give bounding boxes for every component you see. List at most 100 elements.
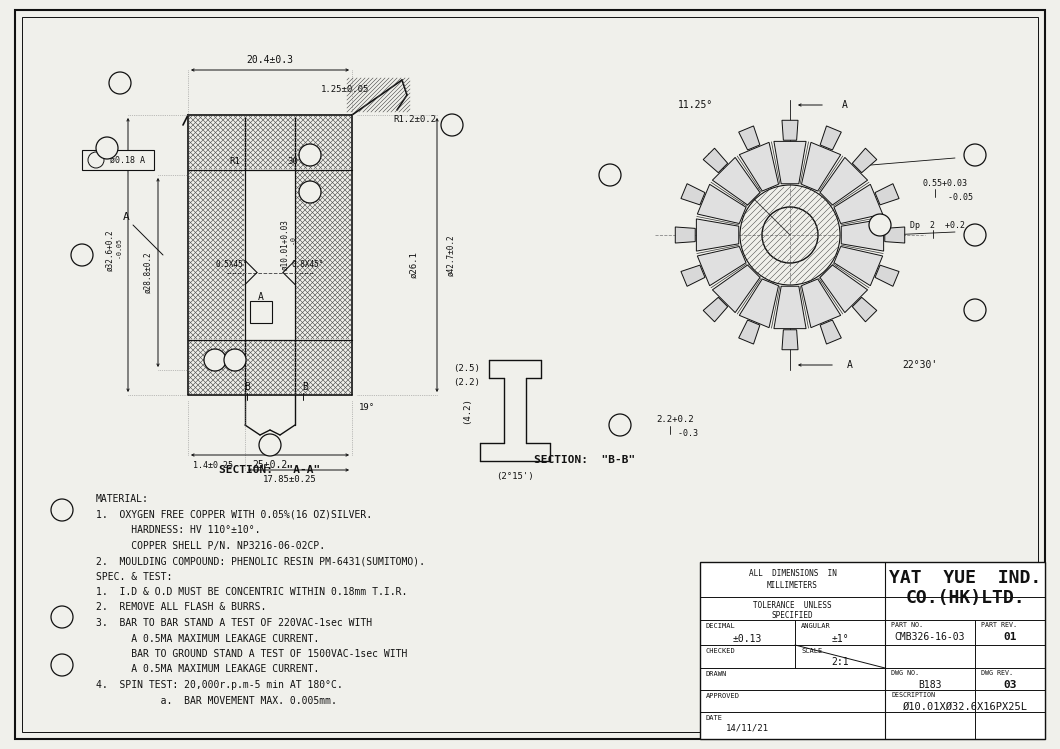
Text: 18: 18: [56, 660, 68, 670]
Text: DWG NO.: DWG NO.: [891, 670, 919, 676]
Polygon shape: [697, 246, 746, 285]
Text: -0.05: -0.05: [117, 239, 123, 287]
Polygon shape: [834, 184, 883, 223]
Text: 0.5X45°: 0.5X45°: [216, 260, 248, 269]
Text: 25±0.2: 25±0.2: [252, 460, 287, 470]
Text: A: A: [842, 100, 848, 110]
Circle shape: [299, 144, 321, 166]
Text: 17a: 17a: [53, 612, 71, 622]
Circle shape: [441, 114, 463, 136]
Text: 8a: 8a: [969, 150, 980, 160]
Text: B: B: [244, 382, 250, 392]
Text: APPROVED: APPROVED: [706, 693, 740, 699]
Text: MATERIAL:: MATERIAL:: [96, 494, 148, 504]
Circle shape: [109, 72, 131, 94]
Text: -0.05: -0.05: [918, 192, 972, 201]
Polygon shape: [885, 227, 905, 243]
Text: 17.85±0.25: 17.85±0.25: [263, 476, 317, 485]
Text: SCALE: SCALE: [801, 648, 823, 654]
Polygon shape: [697, 184, 746, 223]
Polygon shape: [739, 320, 760, 344]
Text: PART NO.: PART NO.: [891, 622, 923, 628]
Text: 21: 21: [56, 505, 68, 515]
Polygon shape: [696, 219, 739, 251]
Polygon shape: [852, 148, 877, 173]
Polygon shape: [703, 297, 727, 322]
Text: (2°15'): (2°15'): [496, 473, 534, 482]
Text: 1: 1: [267, 440, 272, 450]
Text: ø28.8±0.2: ø28.8±0.2: [143, 252, 153, 294]
Bar: [700, 562, 1045, 739]
Text: DRAWN: DRAWN: [706, 671, 727, 677]
Circle shape: [224, 349, 246, 371]
Text: 2.  MOULDING COMPOUND: PHENOLIC RESIN PM-6431(SUMITOMO).: 2. MOULDING COMPOUND: PHENOLIC RESIN PM-…: [96, 556, 425, 566]
Text: 19°: 19°: [359, 402, 375, 411]
Text: 4.  SPIN TEST: 20,000r.p.m-5 min AT 180°C.: 4. SPIN TEST: 20,000r.p.m-5 min AT 180°C…: [96, 680, 342, 690]
Polygon shape: [820, 320, 842, 344]
Text: 14: 14: [229, 355, 241, 365]
Text: -0.3: -0.3: [658, 429, 697, 438]
Polygon shape: [774, 286, 806, 329]
Text: ø42.7±0.2: ø42.7±0.2: [446, 234, 456, 276]
Polygon shape: [842, 219, 884, 251]
Circle shape: [869, 214, 891, 236]
Text: 11: 11: [604, 170, 616, 180]
Text: Dp  2  +0.2: Dp 2 +0.2: [911, 220, 966, 229]
Polygon shape: [820, 265, 867, 312]
Text: 1.25±0.05: 1.25±0.05: [321, 85, 369, 94]
Text: PART REV.: PART REV.: [980, 622, 1017, 628]
Circle shape: [299, 181, 321, 203]
Text: a.  BAR MOVEMENT MAX. 0.005mm.: a. BAR MOVEMENT MAX. 0.005mm.: [96, 696, 337, 706]
Text: 14/11/21: 14/11/21: [726, 724, 768, 733]
Text: A: A: [123, 212, 129, 222]
Polygon shape: [820, 126, 842, 150]
Polygon shape: [681, 184, 705, 205]
Text: 01: 01: [1003, 632, 1017, 642]
Text: 8b: 8b: [969, 230, 980, 240]
Text: ø26.1: ø26.1: [409, 251, 419, 278]
Text: SECTION:  "B-B": SECTION: "B-B": [534, 455, 636, 465]
Text: ø32.6+0.2: ø32.6+0.2: [106, 229, 114, 271]
Polygon shape: [852, 297, 877, 322]
Text: 12: 12: [101, 143, 112, 153]
Text: ±1°: ±1°: [831, 634, 849, 644]
Polygon shape: [820, 157, 867, 205]
Text: 1.4±0.25: 1.4±0.25: [193, 461, 233, 470]
Text: A 0.5MA MAXIMUM LEAKAGE CURRENT.: A 0.5MA MAXIMUM LEAKAGE CURRENT.: [96, 634, 319, 643]
Text: 2.2+0.2: 2.2+0.2: [656, 416, 694, 425]
Text: 0.8X45°: 0.8X45°: [292, 260, 324, 269]
Circle shape: [964, 299, 986, 321]
Polygon shape: [834, 246, 883, 285]
Polygon shape: [681, 265, 705, 286]
Circle shape: [51, 606, 73, 628]
Circle shape: [259, 434, 281, 456]
Text: 9: 9: [972, 305, 978, 315]
Text: 7: 7: [617, 420, 623, 430]
Polygon shape: [712, 265, 760, 312]
Text: DWG REV.: DWG REV.: [980, 670, 1013, 676]
Polygon shape: [739, 279, 778, 327]
Text: 16: 16: [304, 187, 316, 197]
Polygon shape: [703, 148, 727, 173]
Text: SPECIFIED: SPECIFIED: [772, 611, 813, 620]
Polygon shape: [782, 121, 798, 140]
Text: B183: B183: [918, 680, 941, 690]
Text: 3: 3: [212, 355, 218, 365]
Circle shape: [51, 499, 73, 521]
Polygon shape: [801, 279, 841, 327]
Text: ALL  DIMENSIONS  IN: ALL DIMENSIONS IN: [748, 569, 836, 578]
Text: BAR TO GROUND STAND A TEST OF 1500VAC-1sec WITH: BAR TO GROUND STAND A TEST OF 1500VAC-1s…: [96, 649, 407, 659]
Text: 03: 03: [1003, 680, 1017, 690]
Text: 2.  REMOVE ALL FLASH & BURRS.: 2. REMOVE ALL FLASH & BURRS.: [96, 602, 266, 613]
Text: 1.  OXYGEN FREE COPPER WITH 0.05%(16 OZ)SILVER.: 1. OXYGEN FREE COPPER WITH 0.05%(16 OZ)S…: [96, 509, 372, 520]
Text: 30°: 30°: [287, 157, 303, 166]
Text: R1.2±0.2: R1.2±0.2: [393, 115, 437, 124]
Text: DESCRIPTION: DESCRIPTION: [891, 692, 935, 698]
Circle shape: [204, 349, 226, 371]
Text: DECIMAL: DECIMAL: [706, 623, 736, 629]
Text: HARDNESS: HV 110°±10°.: HARDNESS: HV 110°±10°.: [96, 525, 261, 535]
Text: (2.2): (2.2): [454, 377, 480, 386]
Polygon shape: [739, 126, 760, 150]
Text: SPEC. & TEST:: SPEC. & TEST:: [96, 571, 173, 581]
Text: R1: R1: [230, 157, 241, 166]
